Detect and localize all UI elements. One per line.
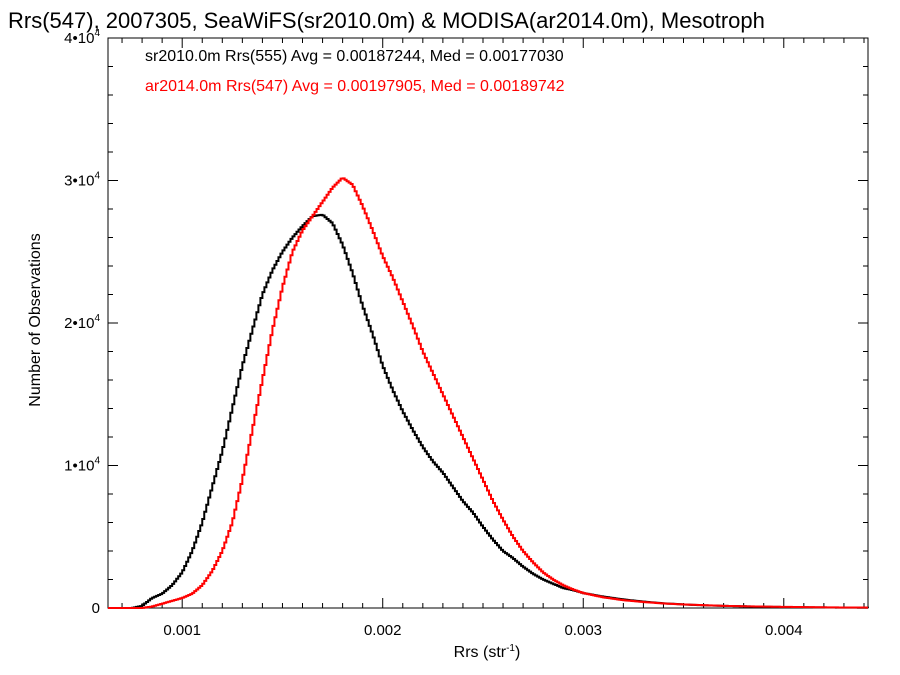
x-axis-label: Rrs (str-1): [454, 643, 521, 661]
y-axis-label: Number of Observations: [27, 233, 44, 406]
chart-title: Rrs(547), 2007305, SeaWiFS(sr2010.0m) & …: [8, 8, 765, 33]
legend-entry-sr2010: sr2010.0m Rrs(555) Avg = 0.00187244, Med…: [145, 48, 564, 65]
x-tick-label: 0.002: [364, 622, 402, 639]
y-tick-label: 3•104: [64, 171, 100, 190]
y-tick-label: 1•104: [64, 456, 100, 475]
plot-frame: [107, 37, 869, 609]
series-ar2014-histogram: [108, 177, 868, 609]
x-tick-label: 0.001: [163, 622, 201, 639]
x-axis-ticks: 0.001 0.002 0.003 0.004: [121, 38, 865, 639]
x-tick-label: 0.003: [564, 622, 602, 639]
y-tick-label: 2•104: [64, 313, 100, 332]
x-tick-label: 0.004: [765, 622, 803, 639]
y-axis-ticks: 0 1•104 2•104 3•104 4•104: [64, 28, 868, 617]
legend-entry-ar2014: ar2014.0m Rrs(547) Avg = 0.00197905, Med…: [145, 78, 565, 95]
plot-area: 0.001 0.002 0.003 0.004 0 1•104 2•104 3•104 4•1…: [64, 28, 869, 639]
series-layer: [108, 177, 869, 609]
y-tick-label: 4•104: [64, 28, 100, 47]
legend: sr2010.0m Rrs(555) Avg = 0.00187244, Med…: [145, 48, 565, 95]
y-tick-label: 0: [92, 600, 100, 617]
